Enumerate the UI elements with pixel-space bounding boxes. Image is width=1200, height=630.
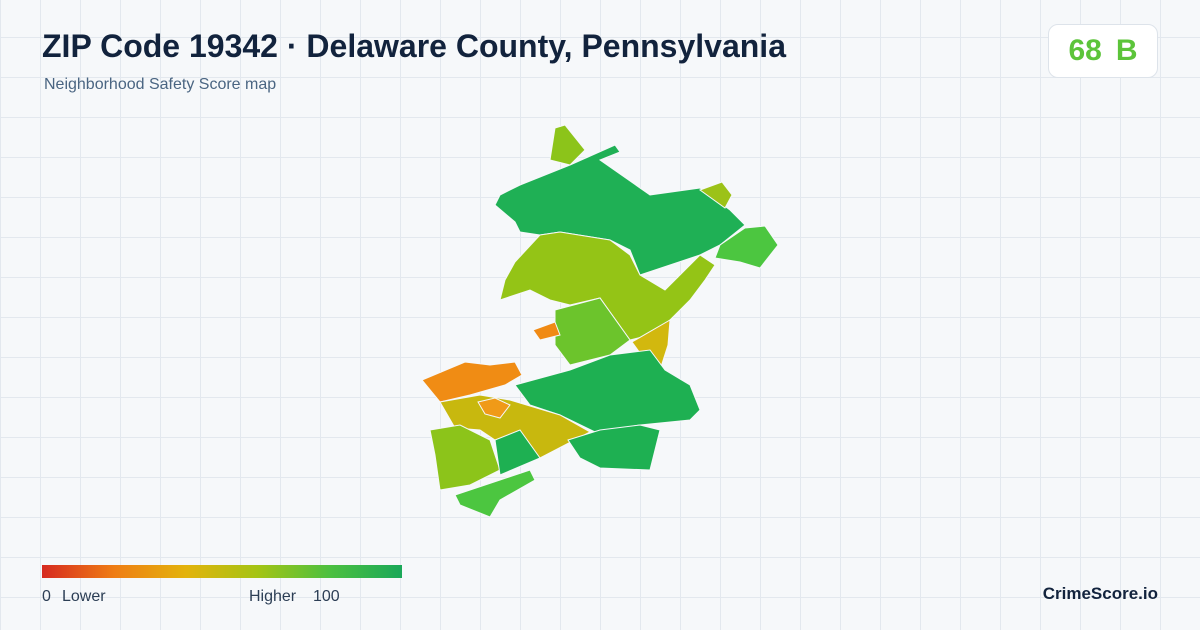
score: 68 bbox=[1068, 34, 1102, 67]
region bbox=[477, 397, 511, 419]
region bbox=[532, 321, 561, 341]
legend-min: 0 bbox=[42, 588, 51, 605]
region bbox=[714, 225, 779, 269]
region bbox=[421, 361, 523, 403]
region bbox=[698, 181, 733, 209]
subtitle: Neighborhood Safety Score map bbox=[44, 76, 277, 93]
legend-gradient bbox=[42, 565, 402, 578]
legend-max: 100 bbox=[313, 588, 340, 605]
score-badge: 68 B bbox=[1048, 24, 1158, 78]
legend-max-label: Higher bbox=[249, 588, 297, 605]
region bbox=[549, 124, 586, 166]
region bbox=[429, 424, 501, 491]
region bbox=[567, 424, 661, 471]
region bbox=[454, 469, 536, 518]
legend-min-label: Lower bbox=[62, 588, 106, 605]
grade: B bbox=[1115, 34, 1138, 67]
region bbox=[499, 231, 716, 341]
region bbox=[494, 429, 541, 476]
title: ZIP Code 19342 · Delaware County, Pennsy… bbox=[42, 28, 786, 64]
brand: CrimeScore.io bbox=[1042, 584, 1158, 603]
